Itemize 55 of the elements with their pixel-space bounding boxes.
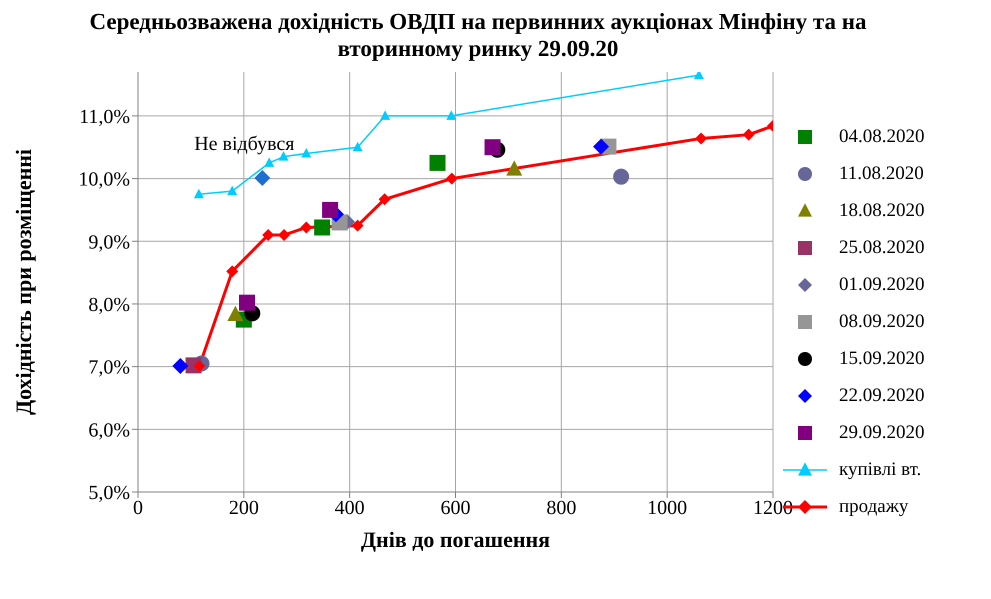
point bbox=[430, 154, 446, 171]
annotation: Не відбувся bbox=[194, 132, 295, 155]
legend-label: 04.08.2020 bbox=[839, 126, 924, 148]
y-tick-label: 7,0% bbox=[88, 356, 130, 379]
point bbox=[352, 142, 363, 152]
y-axis-title: Дохідність при розміщенні bbox=[10, 148, 36, 416]
point bbox=[264, 157, 274, 167]
point bbox=[262, 228, 274, 241]
point bbox=[227, 186, 238, 196]
legend-label: 08.09.2020 bbox=[839, 311, 924, 333]
point bbox=[613, 168, 630, 185]
point bbox=[446, 172, 458, 185]
legend-label: 22.09.2020 bbox=[839, 385, 924, 407]
x-tick-label: 200 bbox=[228, 497, 259, 520]
legend-label: продажу bbox=[839, 496, 908, 518]
point bbox=[278, 228, 290, 241]
legend-label: купівлі вт. bbox=[839, 459, 922, 481]
point bbox=[300, 221, 312, 234]
point bbox=[378, 193, 391, 206]
point bbox=[239, 294, 256, 311]
chart-title: Середньозважена дохідність ОВДП на первинних аукціонах Мінфіну та на вторинному ринку 29.09.20 bbox=[88, 8, 868, 62]
x-axis-title: Днів до погашення bbox=[360, 527, 550, 552]
point bbox=[506, 160, 522, 176]
point bbox=[172, 358, 188, 374]
point bbox=[226, 265, 238, 278]
legend-label: 11.08.2020 bbox=[839, 163, 924, 185]
legend-label: 15.09.2020 bbox=[839, 348, 924, 370]
point bbox=[352, 220, 364, 232]
point bbox=[254, 170, 270, 186]
x-tick-label: 600 bbox=[440, 497, 470, 520]
point bbox=[446, 110, 456, 120]
point bbox=[194, 188, 204, 198]
x-tick-label: 1000 bbox=[647, 497, 688, 520]
legend-label: 25.08.2020 bbox=[839, 237, 924, 259]
point bbox=[314, 219, 330, 236]
y-tick-label: 5,0% bbox=[88, 482, 130, 504]
legend-label: 18.08.2020 bbox=[839, 200, 924, 222]
point bbox=[380, 110, 390, 120]
point bbox=[484, 139, 501, 156]
y-tick-label: 9,0% bbox=[88, 231, 130, 254]
y-tick-label: 8,0% bbox=[88, 294, 130, 316]
legend-label: 01.09.2020 bbox=[839, 274, 924, 296]
y-tick-label: 11,0% bbox=[79, 106, 130, 128]
y-tick-label: 6,0% bbox=[88, 419, 130, 442]
point bbox=[695, 132, 708, 144]
x-tick-label: 0 bbox=[133, 497, 143, 520]
legend-label: 29.09.2020 bbox=[839, 422, 924, 444]
point bbox=[301, 148, 312, 158]
x-tick-label: 400 bbox=[334, 497, 365, 520]
x-tick-label: 800 bbox=[546, 497, 576, 520]
y-tick-label: 10,0% bbox=[78, 168, 130, 191]
point bbox=[593, 138, 610, 155]
point bbox=[742, 128, 755, 141]
point bbox=[227, 306, 244, 321]
point bbox=[322, 202, 338, 218]
